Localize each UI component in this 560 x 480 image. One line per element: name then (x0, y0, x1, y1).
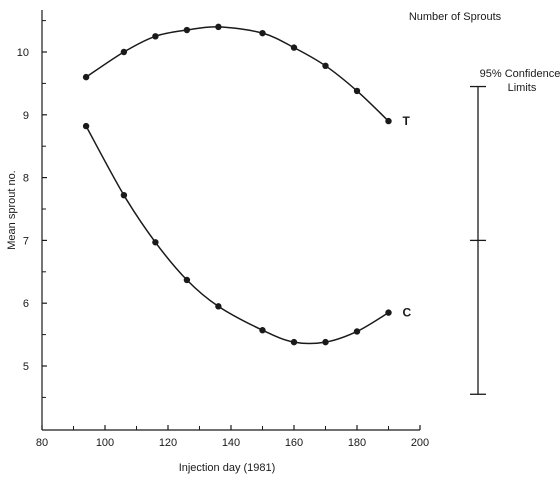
y-tick-label: 10 (17, 47, 29, 59)
series-c-point (259, 327, 266, 334)
y-tick-label: 7 (23, 235, 29, 247)
series-t-point (353, 87, 361, 95)
series-t-point (120, 48, 128, 56)
y-tick-label: 9 (23, 110, 29, 122)
series-c-point (385, 309, 392, 316)
series-t-point (183, 26, 191, 34)
x-tick-label: 100 (96, 437, 114, 449)
x-tick-label: 200 (411, 437, 429, 449)
x-tick-label: 140 (222, 437, 240, 449)
series-c-point (353, 328, 361, 335)
y-tick-label: 6 (23, 298, 29, 310)
series-c-point (215, 303, 222, 310)
series-c-point (152, 239, 159, 246)
series-t-point (290, 44, 298, 51)
series-c-point (290, 338, 298, 346)
x-axis-title: Injection day (1981) (179, 462, 276, 474)
series-c-line (85, 125, 389, 345)
chart-axes (41, 10, 420, 431)
series-t-point (215, 23, 222, 31)
series-t-point (259, 29, 266, 37)
chart-title: Number of Sprouts (409, 11, 502, 23)
series-layer: TC (82, 23, 412, 346)
ci-label-line1: 95% Confidence (480, 68, 560, 80)
x-tick-label: 80 (36, 437, 48, 449)
x-tick-label: 120 (159, 437, 177, 449)
series-c-point (183, 276, 191, 284)
series-t-point (385, 117, 392, 125)
series-c-label: C (403, 306, 412, 320)
confidence-limits (470, 85, 486, 395)
series-c-point (322, 338, 329, 346)
y-tick-label: 5 (23, 361, 29, 373)
series-t-label: T (403, 114, 411, 128)
series-t-point (322, 62, 329, 70)
x-tick-label: 160 (285, 437, 303, 449)
series-t-point (152, 33, 159, 40)
x-tick-label: 180 (348, 437, 366, 449)
y-axis-title: Mean sprout no. (6, 170, 18, 250)
series-t-point (82, 73, 90, 81)
ci-label-line2: Limits (508, 82, 537, 94)
y-tick-label: 8 (23, 173, 29, 185)
series-c-point (82, 122, 90, 130)
x-ticks: 80 100 120 140 160 180 200 (36, 425, 429, 449)
series-t-line (85, 26, 390, 122)
series-c-point (120, 191, 128, 199)
y-ticks: 5 6 7 8 9 10 (17, 20, 47, 398)
